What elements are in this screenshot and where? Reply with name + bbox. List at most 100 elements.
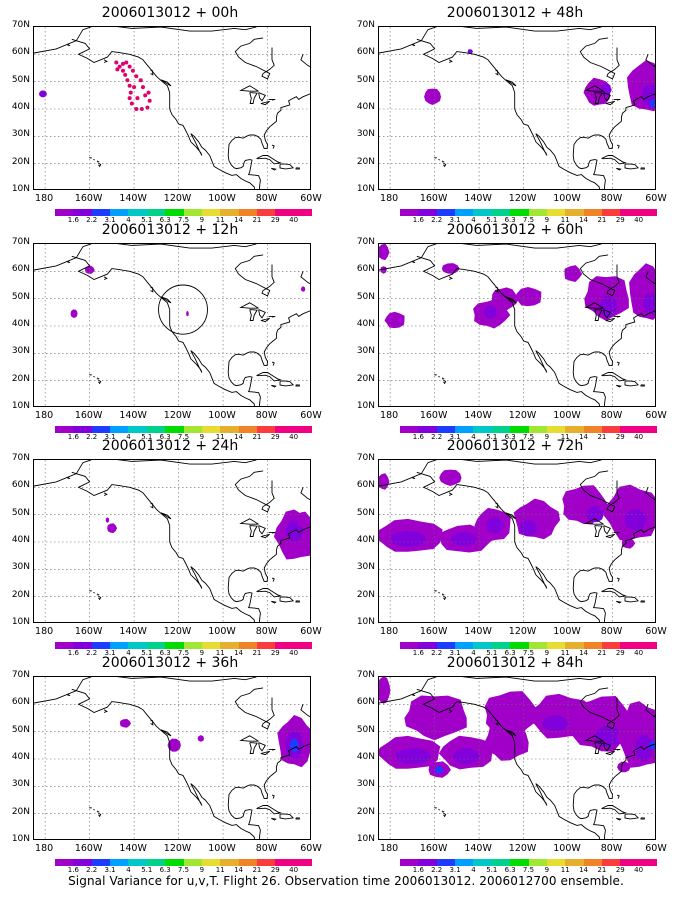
color-bar-swatch: [510, 859, 529, 866]
color-bar-label: 7.5: [177, 866, 190, 874]
variance-contour: [167, 738, 181, 752]
color-bar-swatch: [528, 426, 547, 433]
latitude-label: 50N: [11, 74, 30, 85]
latitude-label: 30N: [356, 346, 375, 357]
map-panel: 2006013012 + 24h 70N 60N 50N 40N 30N 20N 10N 180…: [0, 437, 340, 657]
coastline: [434, 157, 438, 159]
color-bar-swatch: [293, 426, 313, 433]
color-bar: [400, 642, 658, 649]
coastline: [416, 38, 600, 189]
figure-caption: Signal Variance for u,v,T. Flight 26. Ob…: [68, 874, 624, 888]
longitude-label: 140W: [464, 193, 492, 204]
coastline: [300, 271, 310, 285]
color-bar-swatch: [275, 642, 294, 649]
color-bar-label: 5.1: [486, 216, 498, 224]
coastline: [271, 794, 275, 799]
color-bar-swatch: [473, 642, 492, 649]
coastline: [96, 593, 100, 596]
color-bar-swatch: [546, 209, 566, 216]
variance-contour: [404, 695, 467, 741]
color-bar-label: 14: [579, 866, 589, 874]
longitude-label: 160W: [74, 193, 103, 204]
coastline: [448, 492, 453, 496]
color-bar-label: 4: [126, 649, 131, 657]
coastline: [260, 533, 270, 539]
coastline: [279, 813, 295, 820]
coastline: [603, 92, 611, 102]
color-bar-swatch: [201, 209, 221, 216]
observation-point: [123, 72, 128, 77]
latitude-label: 70N: [356, 237, 375, 247]
latitude-label: 20N: [356, 373, 375, 384]
latitude-label: 70N: [356, 20, 375, 30]
color-bar-label: 21: [252, 866, 262, 874]
coastline: [295, 817, 301, 820]
color-bar-swatch: [256, 859, 276, 866]
color-bar-swatch: [418, 642, 437, 649]
coastline: [150, 720, 154, 726]
coastline: [271, 817, 277, 821]
color-bar-label: 11: [560, 866, 570, 874]
coastline: [441, 160, 445, 163]
longitude-label: 180: [35, 843, 54, 854]
color-bar-label: 40: [289, 216, 299, 224]
color-bar-label: 4: [471, 866, 476, 874]
coastline: [260, 317, 270, 323]
latitude-label: 60N: [11, 264, 30, 275]
variance-contour: [379, 677, 391, 704]
longitude-label: 100W: [208, 193, 236, 204]
longitude-label: 140W: [119, 626, 147, 637]
longitude-label: 60W: [645, 193, 667, 204]
coastline: [572, 743, 655, 839]
color-bar-swatch: [238, 426, 257, 433]
coastline: [160, 512, 172, 520]
color-bar-swatch: [256, 209, 276, 216]
color-bar-swatch: [220, 642, 239, 649]
coastline: [234, 37, 275, 80]
longitude-label: 140W: [464, 843, 492, 854]
coastline: [613, 98, 621, 101]
color-bar-swatch: [275, 859, 294, 866]
latitude-label: 60N: [11, 480, 30, 491]
longitude-label: 160W: [419, 193, 448, 204]
color-bar-swatch: [491, 209, 511, 216]
coastline: [103, 709, 108, 713]
color-bar-swatch: [400, 209, 419, 216]
color-bar-label: 11: [215, 649, 225, 657]
observation-point: [120, 61, 125, 66]
color-bar-label: 3.1: [449, 866, 461, 874]
latitude-label: 20N: [11, 589, 30, 600]
map-plot: [378, 459, 656, 623]
color-bar-label: 29: [615, 866, 625, 874]
coastline: [96, 160, 100, 163]
longitude-label: 120W: [163, 626, 192, 637]
color-bar-label: 2.2: [431, 433, 443, 441]
color-bar-swatch: [165, 426, 184, 433]
longitude-label: 140W: [464, 410, 492, 421]
color-bar-swatch: [528, 859, 547, 866]
color-bar-label: 9: [544, 216, 550, 224]
color-bar-label: 11: [560, 216, 570, 224]
color-bar-swatch: [183, 426, 202, 433]
flight-track-circle: [158, 284, 208, 335]
color-bar-label: 4: [126, 433, 131, 441]
latitude-label: 30N: [11, 346, 30, 357]
coastline: [249, 742, 258, 754]
coastline: [505, 296, 517, 304]
color-bar-swatch: [165, 209, 184, 216]
coastline: [438, 808, 440, 811]
color-bar-label: 14: [234, 649, 244, 657]
latitude-label: 10N: [356, 617, 375, 627]
longitude-label: 60W: [300, 843, 322, 854]
coastline: [89, 590, 93, 592]
color-bar-label: 9: [544, 433, 550, 441]
coastline: [34, 27, 257, 54]
color-bar-label: 9: [544, 649, 550, 657]
longitude-label: 160W: [74, 626, 103, 637]
coastline: [268, 315, 276, 318]
longitude-label: 180: [380, 843, 399, 854]
color-bar-swatch: [201, 426, 221, 433]
color-bar: [55, 859, 313, 866]
coastline: [603, 742, 611, 752]
coastline: [438, 591, 440, 594]
